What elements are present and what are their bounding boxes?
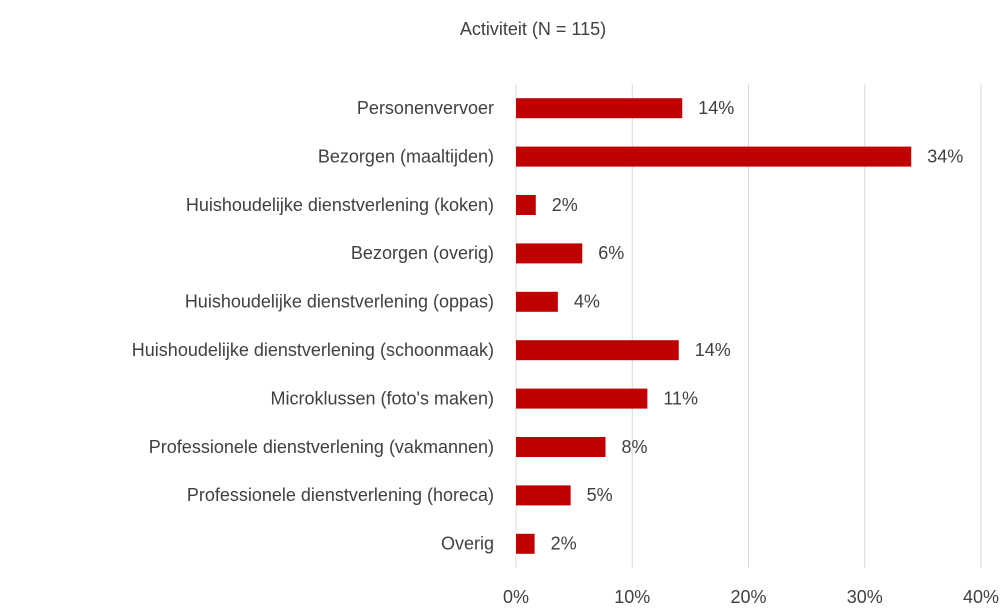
value-label: 8%	[622, 437, 648, 457]
y-tick-label: Bezorgen (maaltijden)	[318, 146, 494, 166]
bar	[516, 291, 558, 312]
value-label: 2%	[552, 195, 578, 215]
value-label: 2%	[551, 534, 577, 554]
x-tick-label: 0%	[503, 587, 529, 607]
bar	[516, 533, 535, 554]
y-tick-label: Bezorgen (overig)	[351, 243, 494, 263]
bar	[516, 195, 536, 215]
y-tick-label: Huishoudelijke dienstverlening (schoonma…	[132, 340, 494, 360]
value-label: 4%	[574, 292, 600, 312]
x-tick-label: 10%	[614, 587, 650, 607]
x-tick-label: 20%	[730, 587, 766, 607]
y-tick-label: Huishoudelijke dienstverlening (oppas)	[185, 292, 494, 312]
x-tick-label: 40%	[963, 587, 999, 607]
y-tick-label: Professionele dienstverlening (vakmannen…	[149, 437, 494, 457]
y-tick-label: Personenvervoer	[357, 98, 494, 118]
y-tick-label: Overig	[441, 534, 494, 554]
value-label: 14%	[698, 98, 734, 118]
bar	[516, 485, 571, 506]
value-label: 6%	[598, 243, 624, 263]
y-tick-label: Microklussen (foto's maken)	[270, 388, 494, 408]
value-label: 5%	[587, 485, 613, 505]
chart-title: Activiteit (N = 115)	[460, 19, 606, 39]
bar	[516, 98, 683, 119]
bar	[516, 243, 583, 264]
value-label: 11%	[663, 388, 698, 408]
value-label: 34%	[927, 146, 963, 166]
y-tick-label: Huishoudelijke dienstverlening (koken)	[186, 195, 494, 215]
bar	[516, 437, 606, 457]
bar	[516, 146, 912, 167]
y-tick-label: Professionele dienstverlening (horeca)	[187, 485, 494, 505]
bar	[516, 340, 679, 361]
bar	[516, 388, 648, 409]
value-label: 14%	[695, 340, 731, 360]
x-tick-label: 30%	[847, 587, 883, 607]
